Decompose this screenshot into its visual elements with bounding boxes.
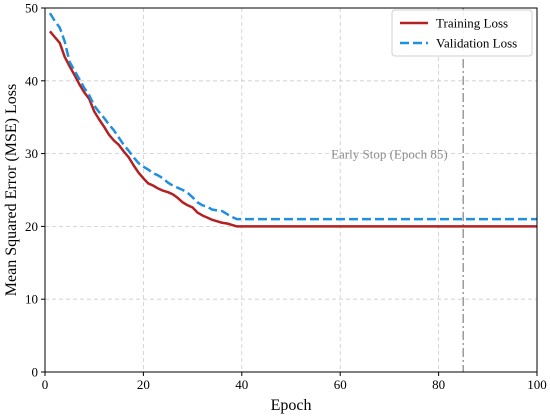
- y-tick-label: 40: [25, 73, 38, 88]
- y-tick-label: 50: [25, 1, 38, 16]
- plot-frame: [44, 7, 538, 373]
- legend-label-1: Validation Loss: [436, 36, 517, 51]
- x-tick-label: 40: [235, 377, 248, 392]
- legend-box: [391, 9, 533, 57]
- x-tick-label: 20: [137, 377, 150, 392]
- annotation-texts: Early Stop (Epoch 85): [331, 147, 448, 162]
- early-stop-annotation: Early Stop (Epoch 85): [331, 147, 448, 162]
- y-axis-ticks: 0 10 20 30 40 50: [25, 1, 45, 380]
- y-axis-label: Mean Squared Error (MSE) Loss: [3, 84, 20, 296]
- y-tick-label: 20: [25, 219, 38, 234]
- series-group: [48, 12, 537, 228]
- y-tick-label: 30: [25, 146, 38, 161]
- x-tick-label: 0: [42, 377, 49, 392]
- x-tick-label: 100: [527, 377, 547, 392]
- x-tick-label: 80: [432, 377, 445, 392]
- x-axis-ticks: 0 20 40 60 80 100: [42, 372, 547, 392]
- y-tick-label: 0: [32, 365, 39, 380]
- legend-label-0: Training Loss: [436, 16, 508, 31]
- x-axis-label: Epoch: [271, 397, 312, 414]
- series-line-0: [48, 30, 537, 228]
- legend: Training Loss Validation Loss: [391, 9, 533, 57]
- x-tick-label: 60: [334, 377, 347, 392]
- y-tick-label: 10: [25, 292, 38, 307]
- series-line-1: [48, 12, 537, 221]
